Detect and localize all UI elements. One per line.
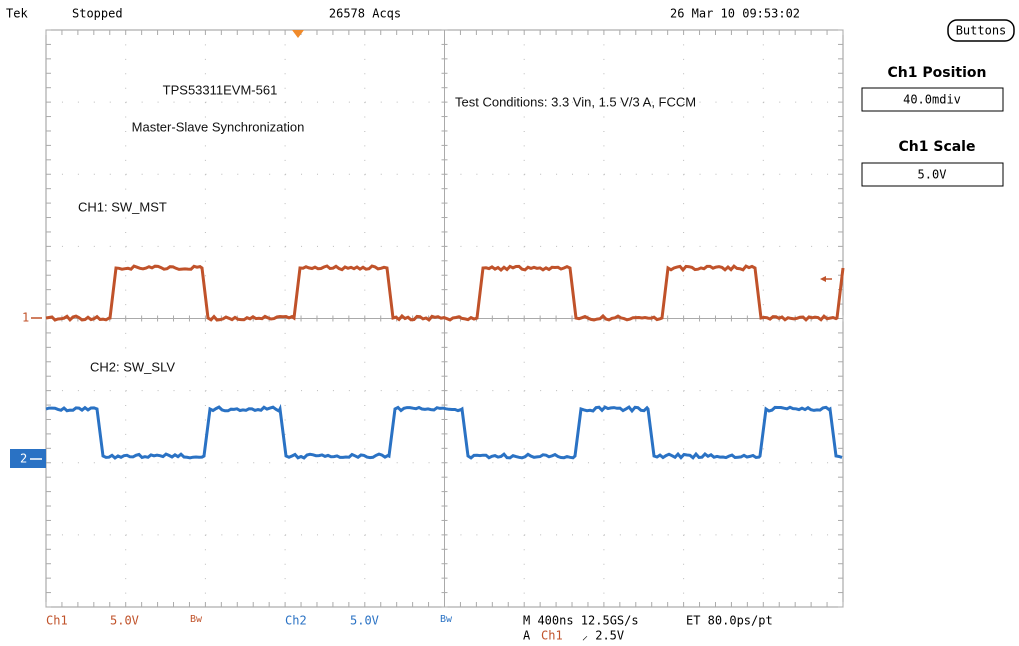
ch1-annotation: CH1: SW_MST: [78, 199, 167, 214]
acquisitions: 26578 Acqs: [329, 7, 401, 21]
footer-trigger-level: ⸝ 2.5V: [582, 629, 624, 643]
scale-value[interactable]: 5.0V: [918, 168, 947, 182]
datetime: 26 Mar 10 09:53:02: [670, 7, 800, 21]
scope-display: Tek Stopped 26578 Acqs 26 Mar 10 09:53:0…: [0, 0, 1019, 646]
scale-label: Ch1 Scale: [899, 139, 976, 155]
footer-trigger-source: Ch1: [541, 629, 563, 643]
footer-ch2-scale: 5.0V: [350, 614, 379, 628]
trigger-position-marker: [292, 30, 304, 38]
buttons-label[interactable]: Buttons: [956, 24, 1007, 38]
scope-screen: Tek Stopped 26578 Acqs 26 Mar 10 09:53:0…: [0, 0, 1019, 646]
board-annotation: TPS53311EVM-561: [163, 82, 278, 97]
brand: Tek: [6, 7, 28, 21]
footer-ch1-bw: Bw: [190, 614, 203, 625]
position-value[interactable]: 40.0mdiv: [903, 93, 961, 107]
footer-ch2-bw: Bw: [440, 614, 453, 625]
footer-trigger-prefix: A: [523, 629, 531, 643]
footer-ch2: Ch2: [285, 614, 307, 628]
footer-timebase: M 400ns 12.5GS/s: [523, 614, 639, 628]
footer-ch1: Ch1: [46, 614, 68, 628]
footer-ch1-scale: 5.0V: [110, 614, 139, 628]
ch1-marker: 1: [22, 311, 29, 325]
status: Stopped: [72, 7, 123, 21]
footer-et: ET 80.0ps/pt: [686, 614, 773, 628]
mode-annotation: Master-Slave Synchronization: [132, 119, 305, 134]
conditions-annotation: Test Conditions: 3.3 Vin, 1.5 V/3 A, FCC…: [455, 94, 696, 109]
position-label: Ch1 Position: [888, 65, 987, 81]
trigger-level-head: [820, 276, 826, 282]
ch2-marker: 2: [20, 452, 27, 466]
ch2-annotation: CH2: SW_SLV: [90, 359, 175, 374]
